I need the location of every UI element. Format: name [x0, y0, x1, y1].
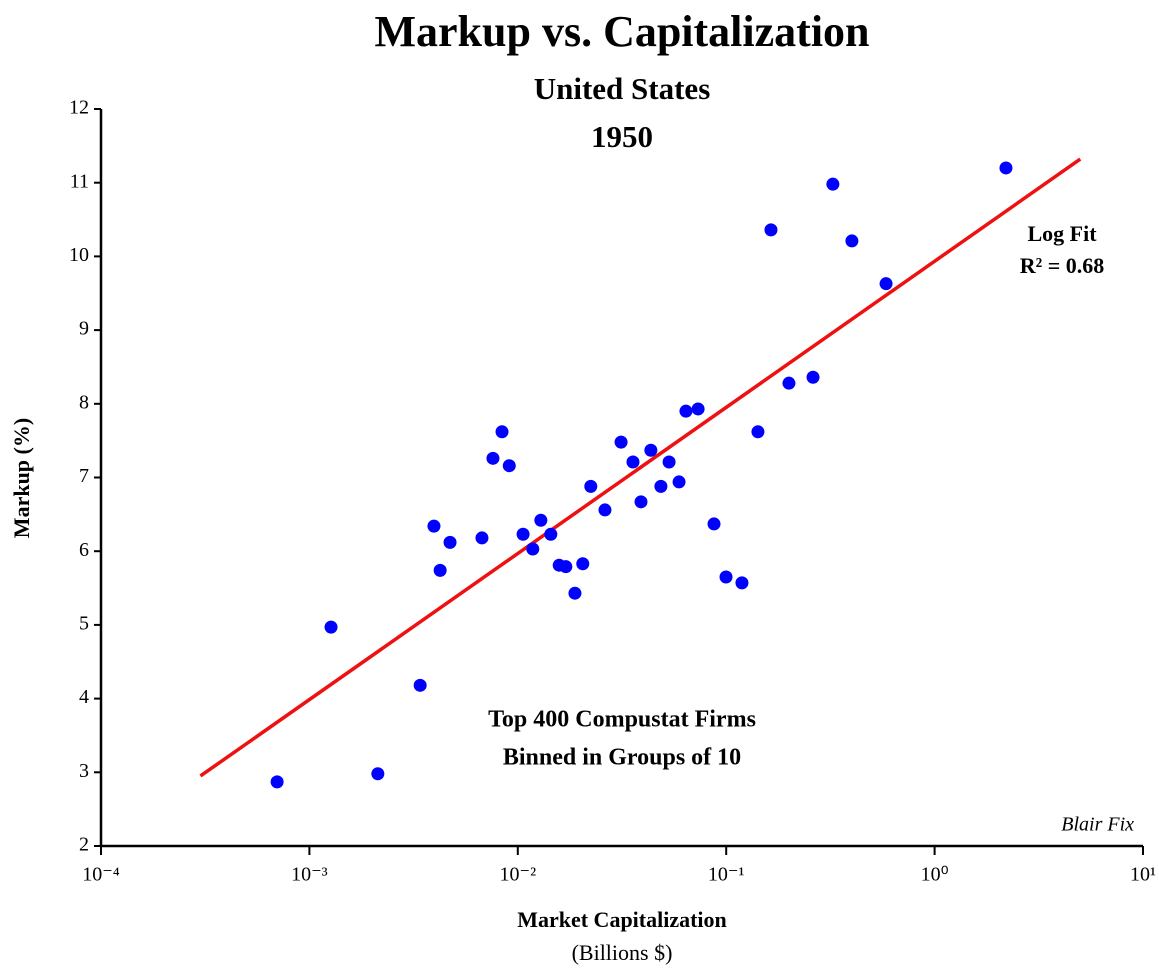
- data-point: [371, 767, 385, 781]
- data-point: [495, 425, 509, 439]
- data-point: [516, 527, 530, 541]
- data-point: [735, 576, 749, 590]
- fit-line: [199, 157, 1082, 778]
- data-point: [634, 495, 648, 509]
- y-tick-label: 8: [79, 391, 89, 413]
- chart-subtitle: 1950: [591, 119, 653, 154]
- y-tick-label: 12: [69, 97, 89, 119]
- chart-title: Markup vs. Capitalization: [374, 7, 869, 56]
- data-point: [707, 517, 721, 531]
- x-tick-label: 10⁰: [921, 864, 949, 886]
- data-point: [568, 586, 582, 600]
- data-point: [324, 620, 338, 634]
- data-point: [764, 223, 778, 237]
- y-tick-label: 4: [79, 686, 89, 708]
- data-point: [845, 234, 859, 248]
- data-point: [672, 475, 686, 489]
- data-point: [679, 404, 693, 418]
- data-point: [576, 557, 590, 571]
- data-point: [526, 542, 540, 556]
- y-tick-label: 9: [79, 318, 89, 340]
- data-point: [486, 451, 500, 465]
- data-point: [427, 519, 441, 533]
- data-point: [270, 775, 284, 789]
- y-tick-label: 11: [70, 170, 89, 192]
- fit-r2: R² = 0.68: [1020, 253, 1105, 278]
- data-point: [559, 560, 573, 574]
- x-tick-label: 10⁻⁴: [82, 864, 120, 886]
- y-tick-label: 7: [79, 465, 89, 487]
- data-point: [475, 531, 489, 545]
- y-tick-label: 2: [79, 834, 89, 856]
- x-tick-label: 10⁻¹: [708, 864, 745, 886]
- x-tick-label: 10⁻²: [500, 864, 537, 886]
- fit-label: Log Fit: [1027, 221, 1097, 246]
- annotation: Top 400 Compustat Firms: [488, 707, 756, 733]
- data-point: [782, 376, 796, 390]
- x-tick-label: 10⁻³: [291, 864, 328, 886]
- data-point: [879, 277, 893, 291]
- data-point: [751, 425, 765, 439]
- y-tick-label: 3: [79, 760, 89, 782]
- data-point: [806, 370, 820, 384]
- data-point: [662, 455, 676, 469]
- y-tick-label: 6: [79, 539, 89, 561]
- x-tick-label: 10¹: [1130, 864, 1156, 886]
- data-point: [584, 479, 598, 493]
- data-point: [826, 177, 840, 191]
- data-point: [433, 563, 447, 577]
- data-point: [502, 459, 516, 473]
- data-point: [413, 678, 427, 692]
- data-point: [626, 455, 640, 469]
- data-point: [544, 527, 558, 541]
- data-point: [654, 479, 668, 493]
- y-axis-label: Markup (%): [9, 418, 34, 538]
- chart-subtitle: United States: [534, 71, 711, 106]
- y-tick-label: 5: [79, 612, 89, 634]
- data-point: [443, 535, 457, 549]
- data-point: [691, 402, 705, 416]
- data-point: [534, 513, 548, 527]
- data-point: [999, 161, 1013, 175]
- credit: Blair Fix: [1061, 814, 1134, 836]
- x-axis-label: Market Capitalization: [517, 907, 727, 932]
- data-point: [614, 435, 628, 449]
- data-point: [598, 503, 612, 517]
- annotation: Binned in Groups of 10: [503, 745, 741, 771]
- data-point: [719, 570, 733, 584]
- data-point: [644, 443, 658, 457]
- y-tick-label: 10: [69, 244, 89, 266]
- x-axis-unit: (Billions $): [572, 940, 673, 965]
